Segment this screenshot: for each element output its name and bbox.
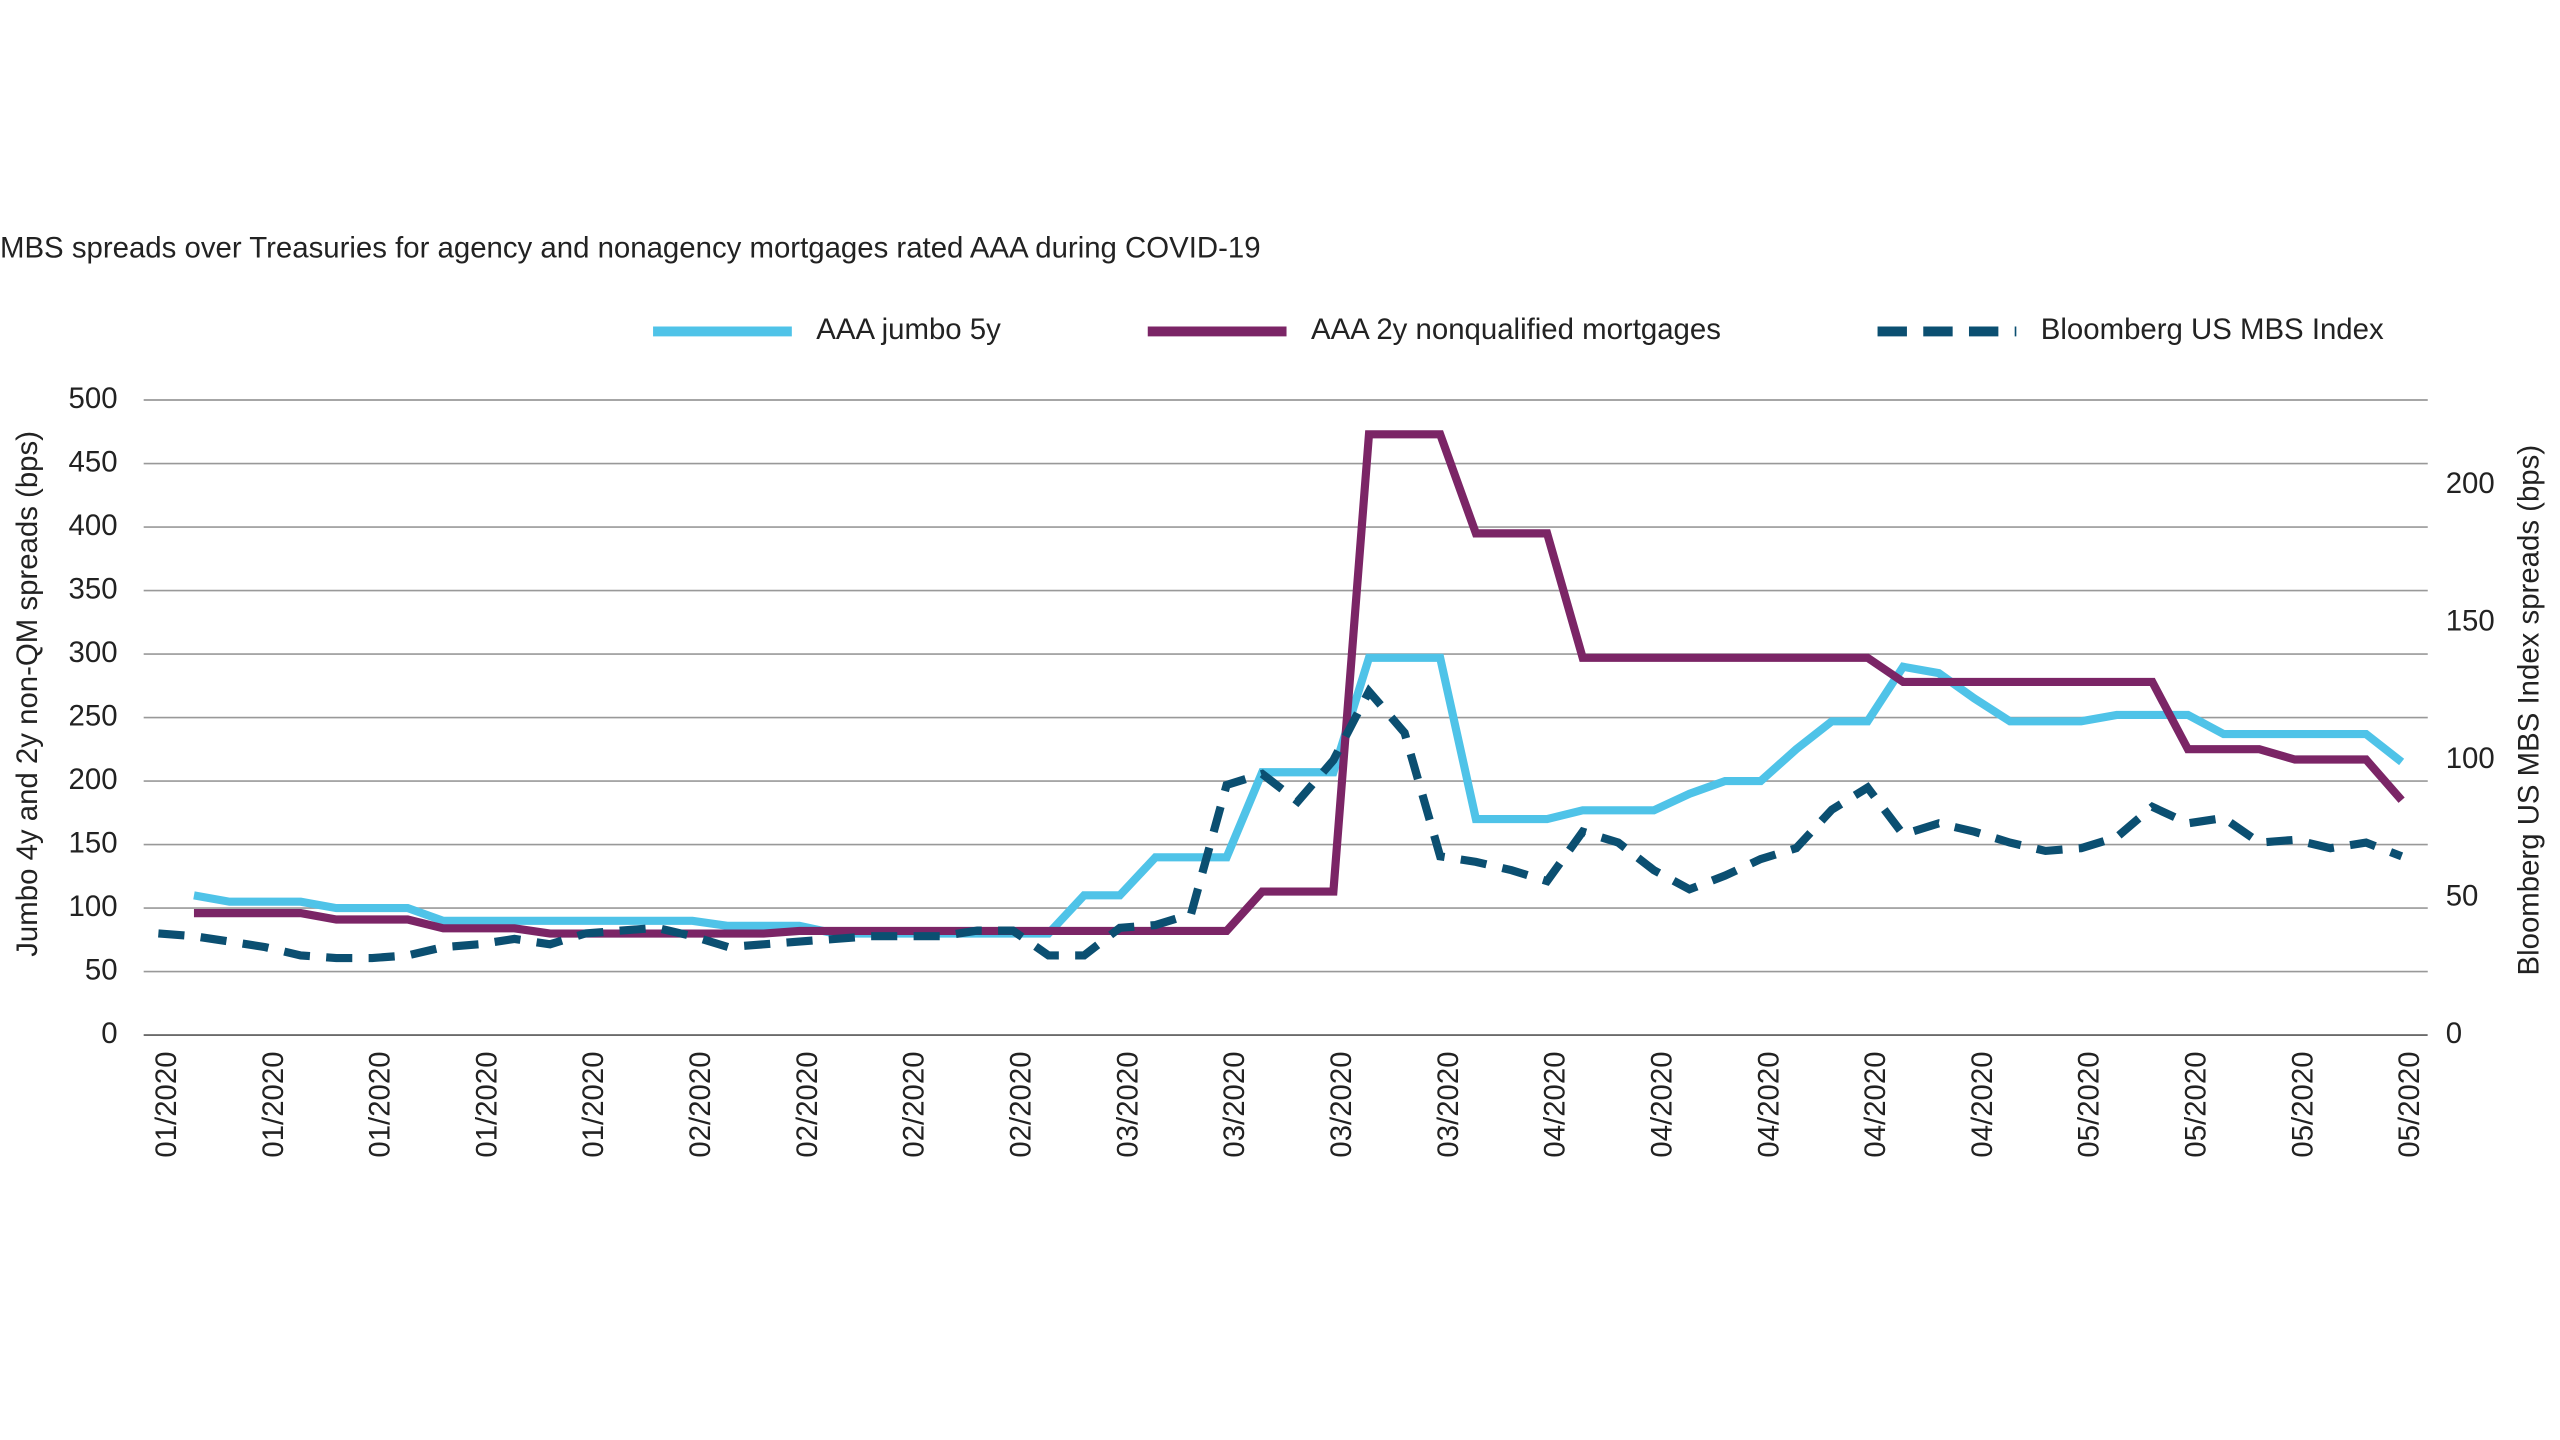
- series-line: [193, 430, 2405, 938]
- y-tick-label: 0: [101, 1017, 117, 1050]
- y-tick-label: 400: [69, 509, 118, 542]
- legend-label: Bloomberg US MBS Index: [2041, 313, 2384, 346]
- y-tick-label: 350: [69, 572, 118, 605]
- y-tick-label: 300: [69, 636, 118, 669]
- x-tick-label: 04/2020: [1859, 1051, 1892, 1157]
- x-tick-label: 03/2020: [1432, 1051, 1465, 1157]
- x-tick-label: 04/2020: [1539, 1051, 1572, 1157]
- y-tick-label: 50: [85, 953, 118, 986]
- x-tick-label: 01/2020: [577, 1051, 610, 1157]
- x-tick-label: 05/2020: [2073, 1051, 2106, 1157]
- x-tick-label: 02/2020: [1005, 1051, 1038, 1157]
- y-tick-label: 150: [69, 826, 118, 859]
- legend-label: AAA jumbo 5y: [816, 313, 1001, 346]
- x-tick-label: 01/2020: [364, 1051, 397, 1157]
- x-tick-label: 04/2020: [1966, 1051, 1999, 1157]
- y2-tick-label: 0: [2446, 1017, 2462, 1050]
- x-tick-label: 03/2020: [1218, 1051, 1251, 1157]
- series-line: [193, 653, 2405, 938]
- y2-axis-title: Bloomberg US MBS Index spreads (bps): [2512, 445, 2545, 976]
- x-tick-label: 05/2020: [2286, 1051, 2319, 1157]
- y-tick-label: 450: [69, 445, 118, 478]
- x-tick-label: 01/2020: [470, 1051, 503, 1157]
- legend-label: AAA 2y nonqualified mortgages: [1311, 313, 1721, 346]
- x-tick-label: 02/2020: [898, 1051, 931, 1157]
- y2-tick-label: 150: [2446, 604, 2495, 637]
- y-tick-label: 500: [69, 382, 118, 415]
- y2-tick-label: 50: [2446, 879, 2479, 912]
- x-tick-label: 04/2020: [1752, 1051, 1785, 1157]
- x-tick-label: 03/2020: [1111, 1051, 1144, 1157]
- y2-tick-label: 100: [2446, 742, 2495, 775]
- y-tick-label: 250: [69, 699, 118, 732]
- chart-title: MBS spreads over Treasuries for agency a…: [0, 232, 1261, 265]
- y-tick-label: 100: [69, 890, 118, 923]
- y-axis-title: Jumbo 4y and 2y non-QM spreads (bps): [11, 431, 44, 957]
- y-tick-label: 200: [69, 763, 118, 796]
- x-tick-label: 04/2020: [1645, 1051, 1678, 1157]
- series-line: [158, 684, 2404, 963]
- x-tick-label: 03/2020: [1325, 1051, 1358, 1157]
- x-tick-label: 05/2020: [2180, 1051, 2213, 1157]
- x-tick-label: 01/2020: [150, 1051, 183, 1157]
- x-tick-label: 02/2020: [684, 1051, 717, 1157]
- x-tick-label: 01/2020: [257, 1051, 290, 1157]
- y2-tick-label: 200: [2446, 467, 2495, 500]
- x-tick-label: 02/2020: [791, 1051, 824, 1157]
- x-tick-label: 05/2020: [2393, 1051, 2426, 1157]
